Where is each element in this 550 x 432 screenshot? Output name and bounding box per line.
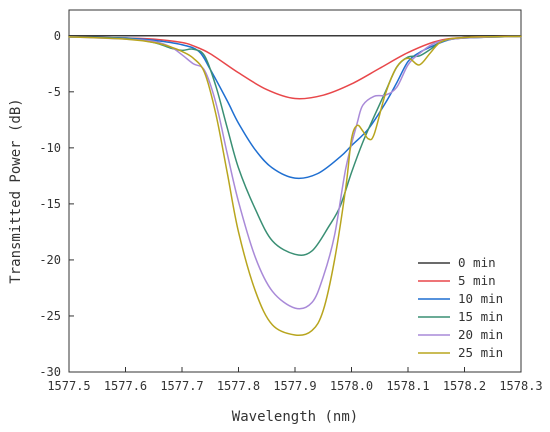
legend-label: 15 min — [458, 309, 503, 324]
x-tick-label: 1578.3 — [499, 379, 542, 393]
y-axis-title: Transmitted Power (dB) — [8, 98, 24, 283]
y-axis: 0 -5 -10 -15 -20 -25 -30 — [39, 29, 74, 379]
x-tick-label: 1577.7 — [160, 379, 203, 393]
x-tick-label: 1577.9 — [273, 379, 316, 393]
y-tick-label: -10 — [39, 141, 61, 155]
x-tick-label: 1578.1 — [386, 379, 429, 393]
series-line-20-min — [68, 35, 522, 310]
series-line-25-min — [68, 35, 522, 337]
y-tick-label: -15 — [39, 197, 61, 211]
series-line-15-min — [68, 35, 522, 256]
y-tick-label: -5 — [47, 85, 61, 99]
plot-frame — [68, 9, 522, 373]
x-tick-label: 1578.0 — [330, 379, 373, 393]
legend-label: 10 min — [458, 291, 503, 306]
legend-label: 5 min — [458, 273, 496, 288]
legend-label: 20 min — [458, 327, 503, 342]
x-tick-label: 1577.8 — [217, 379, 260, 393]
x-tick-label: 1577.5 — [47, 379, 90, 393]
y-tick-label: 0 — [54, 29, 61, 43]
x-tick-label: 1577.6 — [104, 379, 147, 393]
x-tick-label: 1578.2 — [443, 379, 486, 393]
y-tick-label: -25 — [39, 309, 61, 323]
x-axis-title: Wavelength (nm) — [232, 409, 358, 425]
legend-label: 25 min — [458, 345, 503, 360]
series-layer — [68, 35, 522, 337]
series-line-10-min — [68, 35, 522, 180]
y-tick-label: -30 — [39, 365, 61, 379]
x-axis: 1577.5 1577.6 1577.7 1577.8 1577.9 1578.0 1578… — [47, 367, 543, 393]
y-tick-label: -20 — [39, 253, 61, 267]
legend: 0 min 5 min 10 min 15 min 20 min 25 min — [418, 255, 503, 360]
series-line-5-min — [68, 35, 522, 100]
legend-label: 0 min — [458, 255, 496, 270]
